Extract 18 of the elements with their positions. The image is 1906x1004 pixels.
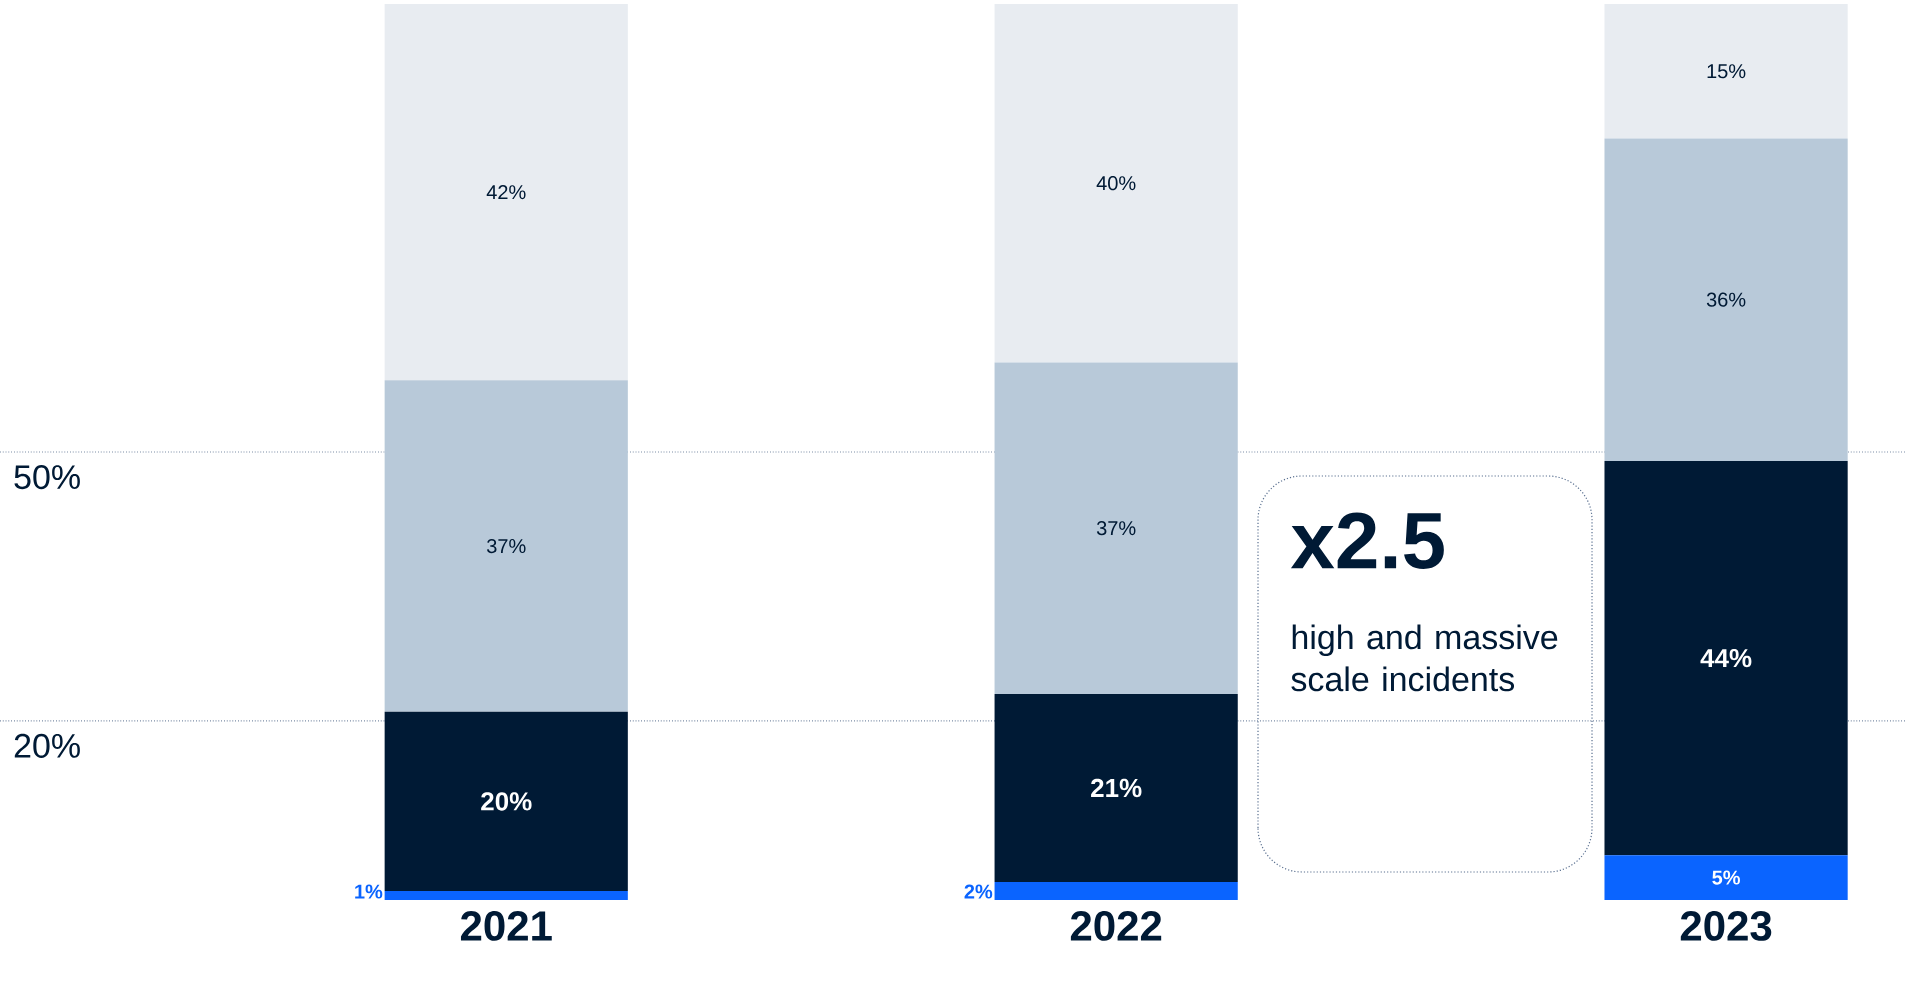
data-label: 2% [964, 884, 993, 899]
data-label: 37% [1096, 521, 1136, 536]
data-label: 20% [481, 792, 532, 811]
data-label: 37% [486, 538, 526, 554]
data-label: 42% [486, 185, 526, 200]
annotation: high and massive scale incidents [1291, 624, 1558, 692]
annotation: x2.5 [1290, 512, 1444, 570]
data-label: 40% [1096, 176, 1136, 191]
y-tick-label: 50% [14, 465, 80, 490]
x-tick-label: 2022 [1070, 911, 1162, 941]
x-tick-label: 2023 [1680, 911, 1772, 941]
data-label: 5% [1712, 870, 1740, 885]
data-label: 21% [1091, 778, 1142, 798]
x-tick-label: 2021 [460, 911, 552, 941]
data-label: 1% [355, 884, 383, 899]
data-label: 15% [1707, 64, 1746, 79]
data-label: 44% [1700, 648, 1752, 668]
data-label: 36% [1706, 292, 1746, 307]
